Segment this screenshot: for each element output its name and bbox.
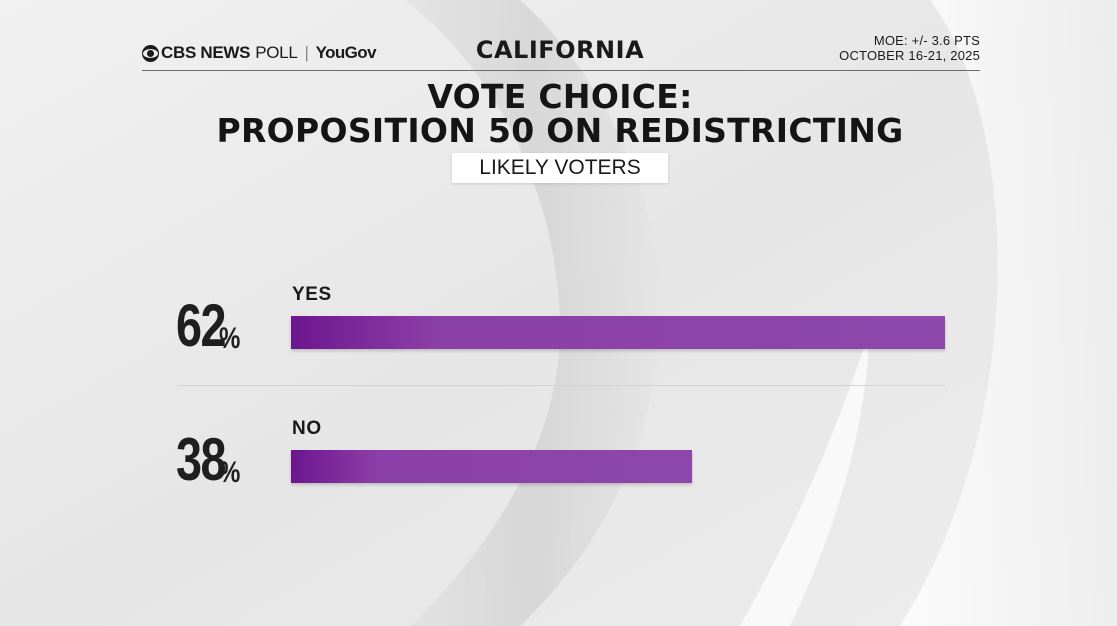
value-label-no: 38% (176, 420, 245, 490)
poll-meta: MOE: +/- 3.6 PTS OCTOBER 16-21, 2025 (780, 33, 980, 63)
subtitle-badge: LIKELY VOTERS (452, 153, 668, 183)
margin-of-error: MOE: +/- 3.6 PTS (873, 33, 980, 48)
bar-no (291, 450, 692, 483)
row-divider (178, 385, 945, 386)
value-label-yes: 62% (176, 286, 245, 356)
cbs-eye-icon (142, 44, 159, 62)
header-rule (142, 70, 980, 71)
percent-sign: % (218, 456, 241, 489)
state-title: CALIFORNIA (475, 36, 645, 64)
brand-cbs-news: CBS NEWS (161, 43, 251, 62)
value-number: 38 (176, 426, 226, 493)
percent-sign: % (218, 322, 241, 355)
brand-separator: | (304, 43, 309, 62)
chart-title-line-2: PROPOSITION 50 ON REDISTRICTING (216, 111, 904, 150)
value-number: 62 (176, 292, 226, 359)
poll-dates: OCTOBER 16-21, 2025 (839, 48, 980, 63)
brand-poll: POLL (255, 43, 298, 62)
category-label-no: NO (292, 418, 322, 439)
category-label-yes: YES (292, 284, 332, 305)
bar-yes (291, 316, 945, 349)
chart-title-line-1: VOTE CHOICE: (427, 77, 693, 116)
cbs-news-poll-logo: CBS NEWS POLL | YouGov (142, 40, 377, 66)
brand-yougov: YouGov (315, 43, 377, 62)
